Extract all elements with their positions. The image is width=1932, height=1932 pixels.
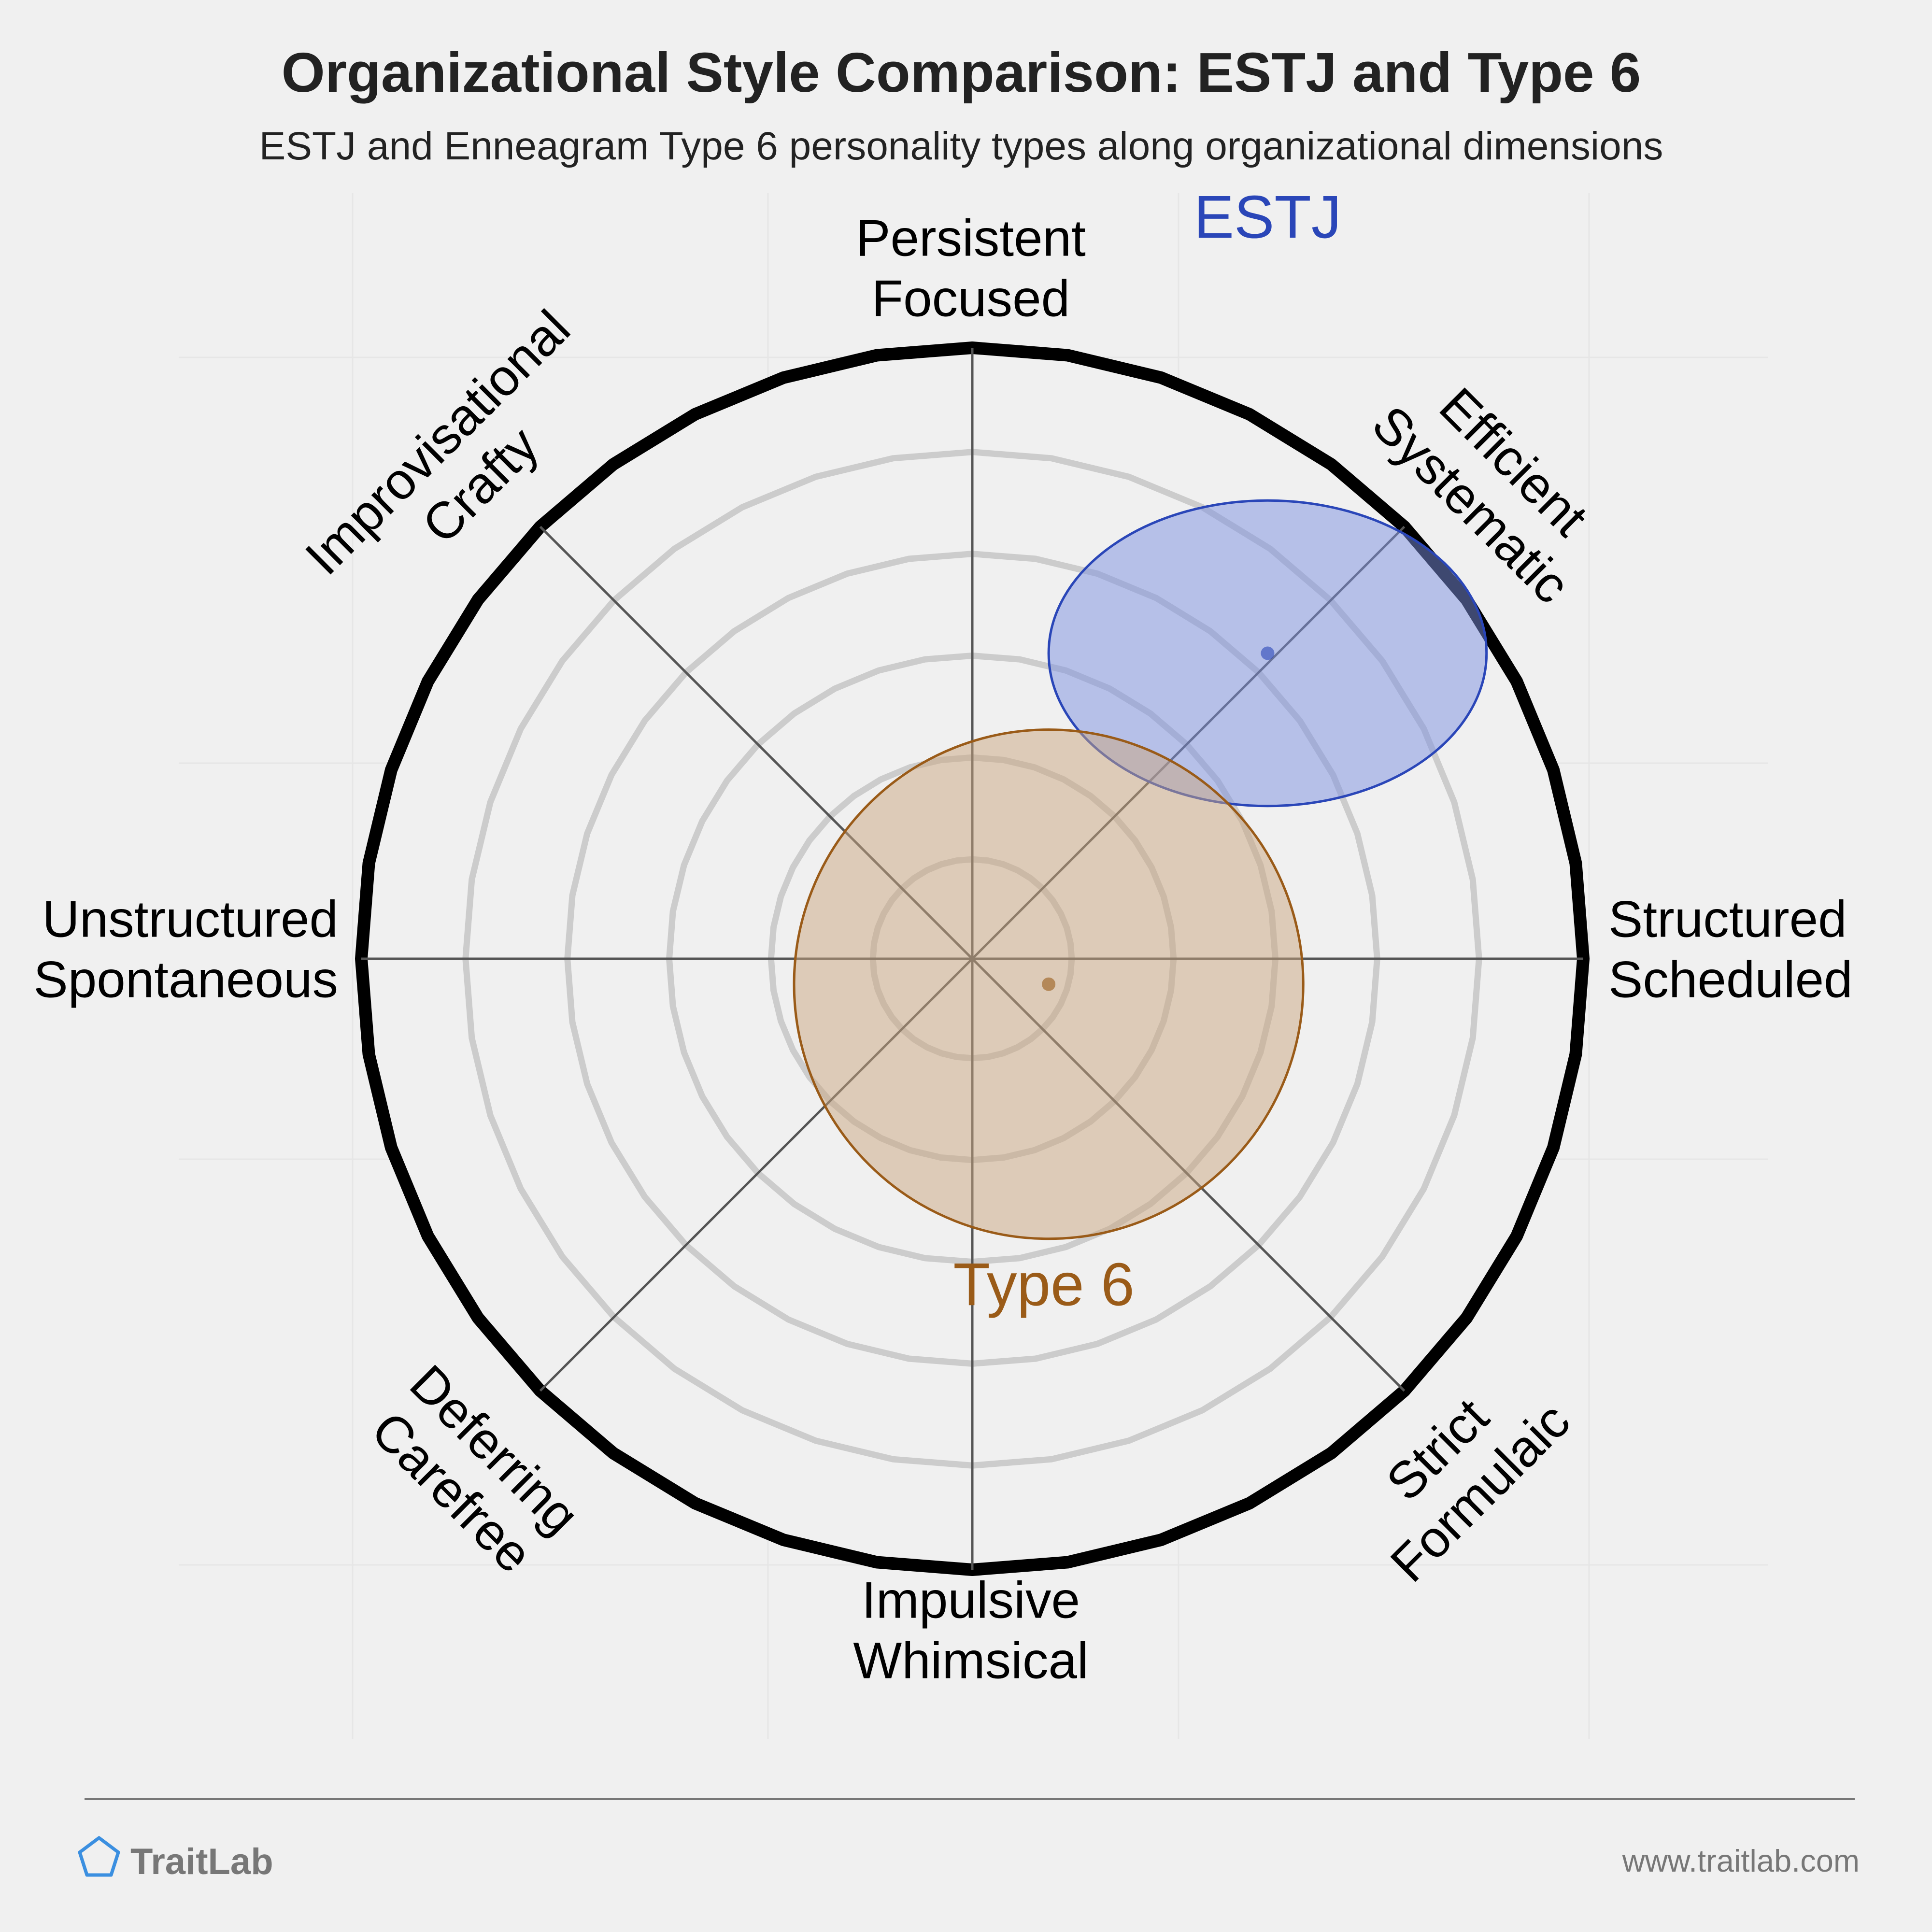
axis-label-line: Unstructured	[42, 890, 338, 948]
series-label: Type 6	[953, 1251, 1135, 1319]
axis-label-line: Scheduled	[1608, 951, 1853, 1009]
series-point	[1261, 646, 1275, 660]
series-layer: ESTJ Type 6	[793, 184, 1488, 1319]
pentagon-logo-icon	[78, 1836, 120, 1877]
chart-subtitle: ESTJ and Enneagram Type 6 personality ty…	[259, 124, 1663, 168]
chart-title: Organizational Style Comparison: ESTJ an…	[282, 41, 1641, 104]
axis-label-line: Persistent	[856, 209, 1086, 267]
brand-name[interactable]: TraitLab	[130, 1841, 273, 1882]
axis-label-line: Impulsive	[862, 1571, 1080, 1629]
axis-label-line: Focused	[872, 270, 1070, 327]
axis-label-line: Whimsical	[853, 1632, 1088, 1690]
brand-url[interactable]: www.traitlab.com	[1622, 1843, 1860, 1878]
series-point	[1042, 977, 1056, 991]
axis-label-line: Spontaneous	[33, 951, 338, 1009]
series-label: ESTJ	[1194, 184, 1342, 251]
axis-label-line: Structured	[1608, 890, 1847, 948]
